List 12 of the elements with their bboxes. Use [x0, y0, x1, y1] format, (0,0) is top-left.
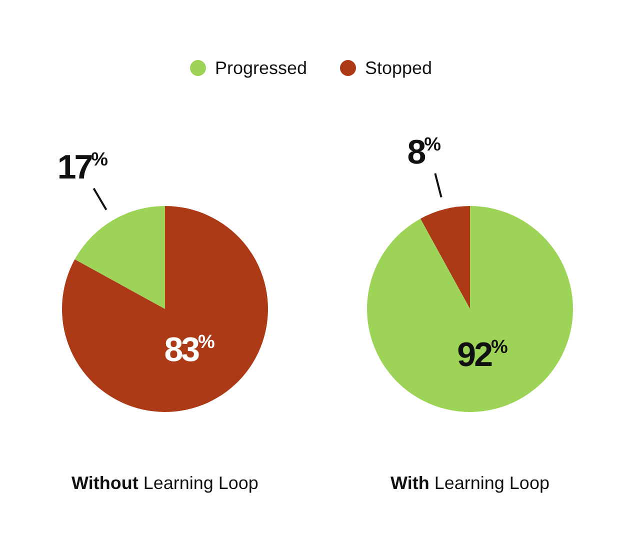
pie-slice [74, 206, 165, 309]
data-label: 83$^{%}$ [164, 330, 216, 369]
text: With Learning Loop [390, 473, 550, 493]
text: Without Learning Loop [72, 473, 258, 493]
pie-slice [62, 206, 268, 412]
data-label: 8$^{%}$ [407, 133, 442, 172]
legend-label: Progressed [215, 58, 308, 78]
pie-slice [420, 206, 470, 309]
pie-slice [367, 206, 573, 412]
legend-label: Stopped [365, 58, 432, 78]
data-label: 17$^{%}$ [57, 148, 108, 186]
data-label: 92$^{%}$ [457, 336, 508, 374]
